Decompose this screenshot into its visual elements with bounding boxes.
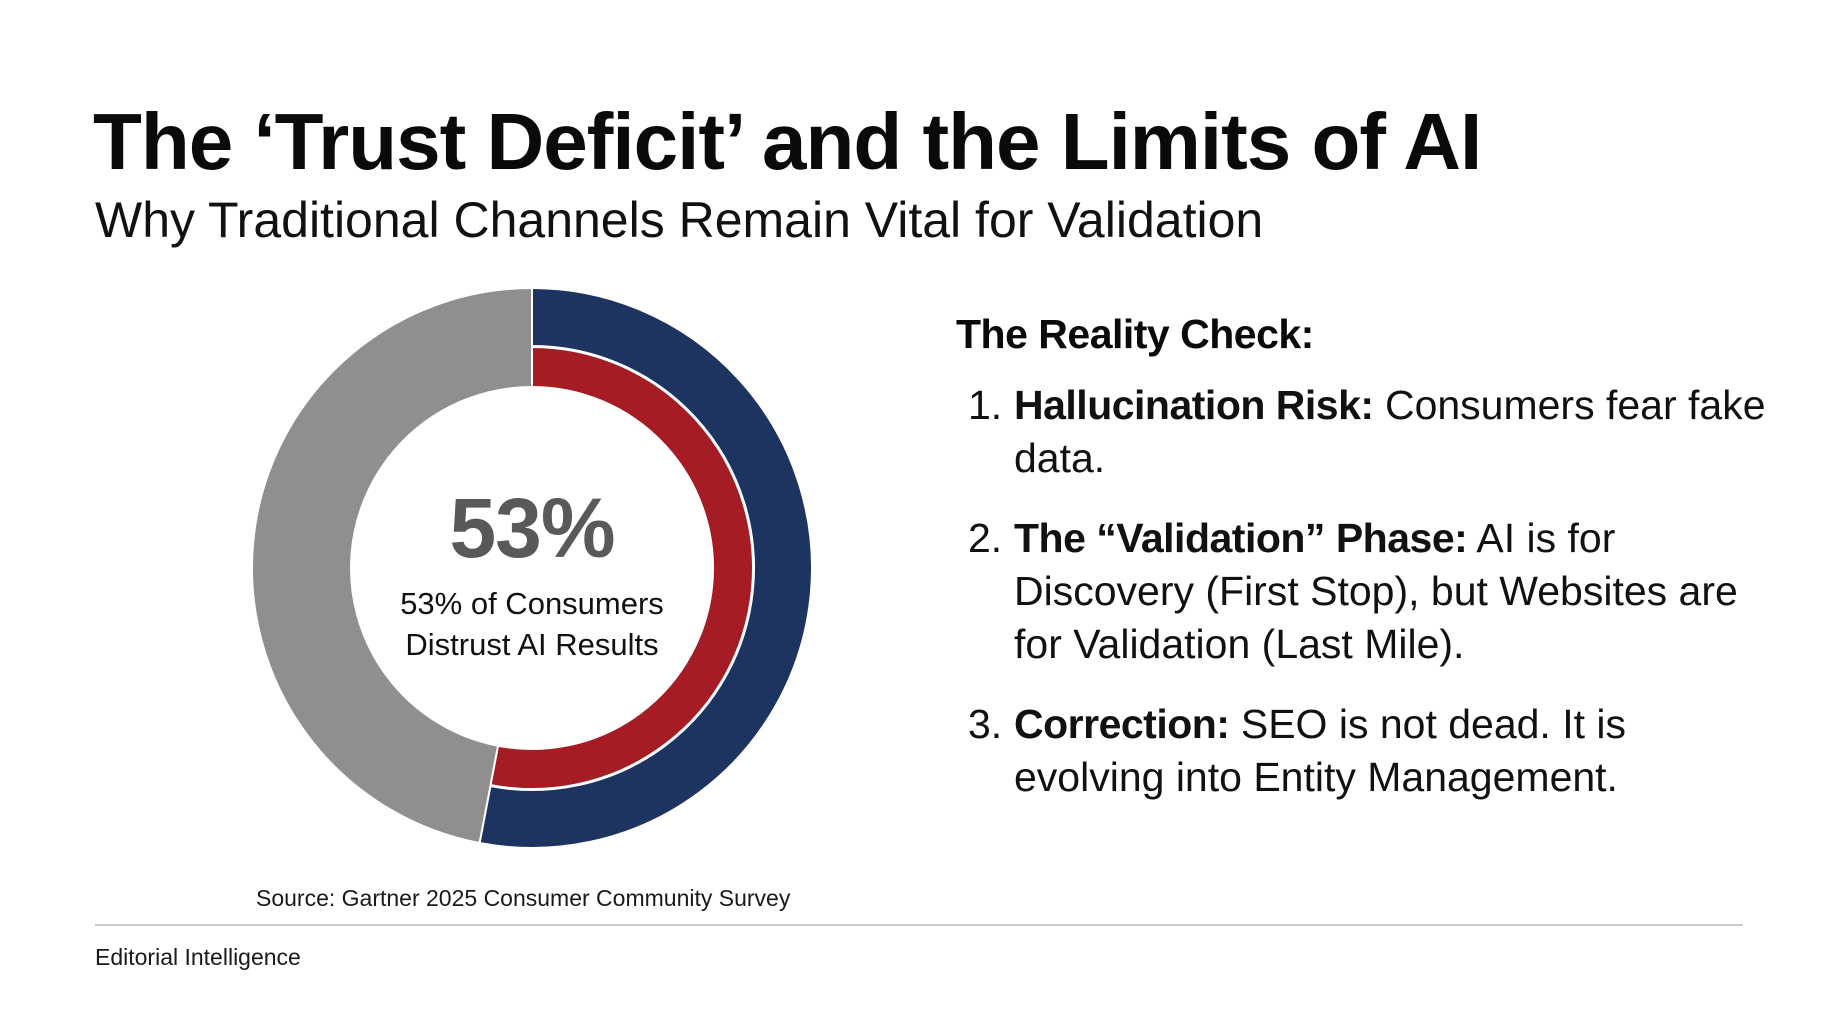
list-item: 2. The “Validation” Phase: AI is for Disc… [956,512,1776,671]
page-title: The ‘Trust Deficit’ and the Limits of AI [93,97,1482,186]
reality-check-heading: The Reality Check: [956,311,1314,357]
item-number: 2. [968,515,1003,562]
donut-slice-inner-0 [489,345,754,790]
donut-slice-outer-1 [251,286,533,845]
item-lead: Correction: [1014,701,1230,748]
item-text: SEO is not dead. It is evolving into Ent… [1014,701,1626,801]
reality-check-panel: The Reality Check: 1. Hallucination Risk:… [956,311,1776,831]
item-text: AI is for Discovery (First Stop), but We… [1014,515,1738,668]
item-lead: The “Validation” Phase: [1014,515,1468,562]
donut-svg [251,286,813,849]
inner-ring [489,345,754,790]
item-lead: Hallucination Risk: [1014,382,1374,429]
chart-source: Source: Gartner 2025 Consumer Community … [256,885,791,911]
page-subtitle: Why Traditional Channels Remain Vital fo… [95,192,1264,248]
donut-chart: 53% 53% of Consumers Distrust AI Results [242,278,822,858]
list-item: 1. Hallucination Risk: Consumers fear fak… [956,379,1776,485]
item-number: 1. [968,382,1003,429]
footer-brand: Editorial Intelligence [95,944,301,970]
item-text: Consumers fear fake data. [1014,382,1766,482]
footer-divider [95,924,1743,926]
list-item: 3. Correction: SEO is not dead. It is evo… [956,698,1776,804]
item-number: 3. [968,701,1003,748]
reality-check-list: 1. Hallucination Risk: Consumers fear fak… [956,379,1776,804]
